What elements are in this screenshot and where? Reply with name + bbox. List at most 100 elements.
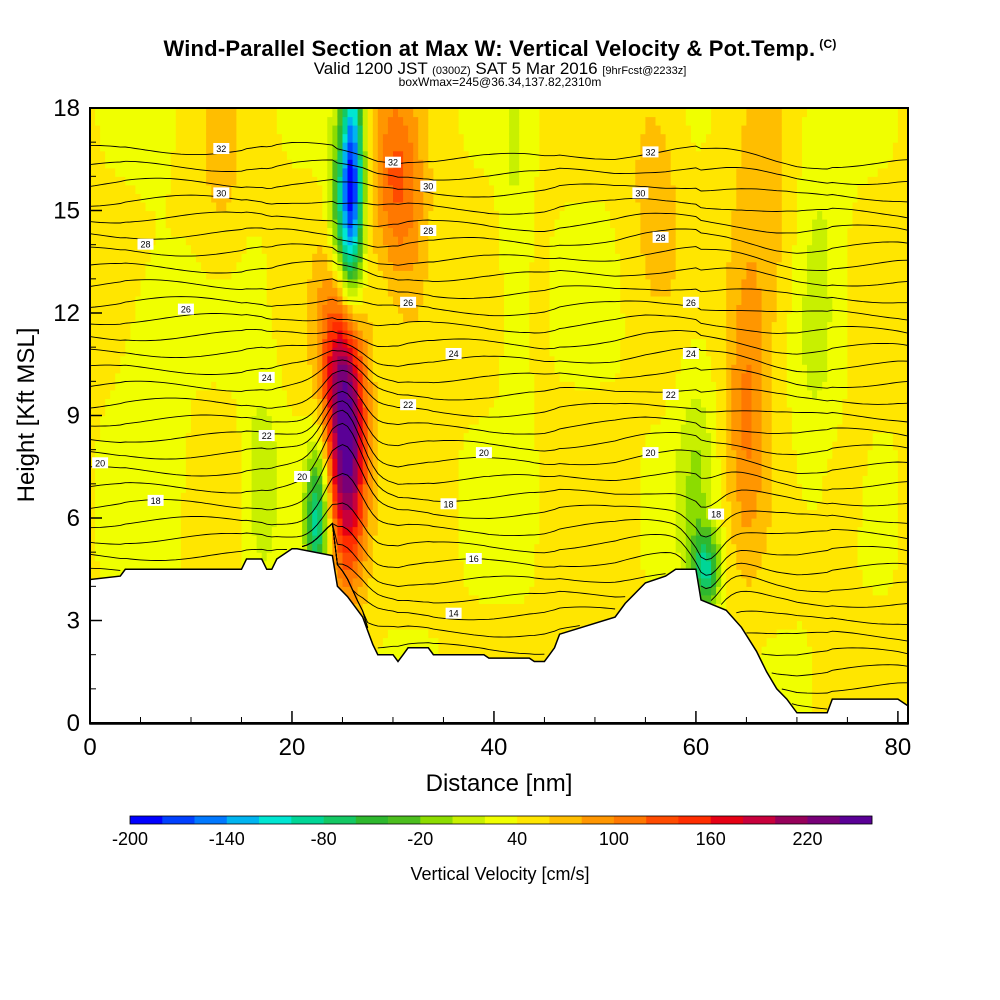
velocity-cell: [297, 441, 303, 451]
velocity-cell: [120, 295, 126, 305]
velocity-cell: [408, 202, 414, 212]
velocity-cell: [170, 304, 177, 314]
velocity-cell: [216, 355, 222, 365]
velocity-cell: [423, 116, 429, 126]
velocity-cell: [105, 372, 111, 382]
velocity-cell: [342, 458, 349, 468]
velocity-cell: [115, 108, 121, 118]
velocity-cell: [100, 398, 106, 408]
velocity-cell: [382, 176, 389, 186]
velocity-cell: [286, 355, 293, 365]
velocity-cell: [382, 526, 389, 536]
velocity-cell: [120, 261, 126, 271]
velocity-cell: [261, 159, 268, 169]
velocity-cell: [155, 552, 162, 562]
velocity-cell: [327, 475, 333, 485]
velocity-cell: [327, 142, 333, 152]
velocity-cell: [251, 449, 258, 459]
velocity-cell: [362, 518, 369, 528]
velocity-cell: [120, 184, 126, 194]
velocity-cell: [191, 227, 197, 237]
velocity-cell: [327, 133, 333, 143]
velocity-cell: [221, 441, 227, 451]
velocity-cell: [241, 227, 248, 237]
velocity-cell: [302, 159, 308, 169]
velocity-cell: [428, 236, 434, 246]
velocity-cell: [276, 535, 283, 545]
velocity-cell: [377, 432, 384, 442]
velocity-cell: [317, 372, 323, 382]
velocity-cell: [352, 492, 359, 502]
velocity-cell: [322, 543, 328, 553]
velocity-cell: [95, 560, 101, 570]
velocity-cell: [413, 620, 419, 630]
velocity-cell: [140, 415, 147, 425]
velocity-cell: [90, 184, 96, 194]
velocity-cell: [125, 176, 131, 186]
velocity-cell: [307, 150, 313, 160]
velocity-cell: [90, 142, 96, 152]
velocity-cell: [140, 278, 147, 288]
velocity-cell: [382, 193, 389, 203]
velocity-cell: [180, 415, 187, 425]
velocity-cell: [276, 295, 283, 305]
velocity-cell: [297, 227, 303, 237]
velocity-cell: [216, 407, 222, 417]
velocity-cell: [362, 261, 369, 271]
velocity-cell: [357, 492, 364, 502]
velocity-cell: [387, 313, 394, 323]
velocity-cell: [196, 338, 202, 348]
velocity-cell: [90, 338, 96, 348]
velocity-cell: [413, 236, 419, 246]
velocity-cell: [226, 381, 232, 391]
velocity-cell: [276, 389, 283, 399]
velocity-cell: [428, 483, 434, 493]
velocity-cell: [307, 441, 313, 451]
velocity-cell: [302, 432, 308, 442]
velocity-cell: [175, 167, 182, 177]
velocity-cell: [347, 586, 354, 596]
velocity-cell: [433, 270, 439, 280]
velocity-cell: [276, 321, 283, 331]
velocity-cell: [175, 202, 182, 212]
velocity-cell: [95, 424, 101, 434]
velocity-cell: [175, 219, 182, 229]
velocity-cell: [196, 347, 202, 357]
velocity-cell: [185, 364, 192, 374]
velocity-cell: [337, 287, 343, 297]
velocity-cell: [367, 381, 374, 391]
velocity-cell: [180, 355, 187, 365]
velocity-cell: [90, 347, 96, 357]
velocity-cell: [125, 526, 131, 536]
velocity-cell: [362, 603, 369, 613]
velocity-cell: [398, 594, 404, 604]
velocity-cell: [312, 244, 318, 254]
velocity-cell: [110, 518, 116, 528]
velocity-cell: [322, 219, 328, 229]
velocity-cell: [342, 586, 349, 596]
velocity-cell: [231, 492, 237, 502]
velocity-cell: [155, 381, 162, 391]
velocity-cell: [140, 295, 147, 305]
velocity-cell: [201, 321, 207, 331]
velocity-cell: [297, 202, 303, 212]
velocity-cell: [403, 526, 409, 536]
velocity-cell: [115, 432, 121, 442]
velocity-cell: [433, 142, 439, 152]
velocity-cell: [206, 552, 212, 562]
velocity-cell: [377, 637, 384, 647]
velocity-cell: [241, 372, 248, 382]
velocity-cell: [286, 313, 293, 323]
velocity-cell: [347, 330, 354, 340]
velocity-cell: [125, 552, 131, 562]
velocity-cell: [175, 398, 182, 408]
velocity-cell: [241, 535, 248, 545]
velocity-cell: [206, 150, 212, 160]
velocity-cell: [185, 330, 192, 340]
velocity-cell: [196, 526, 202, 536]
velocity-cell: [191, 560, 197, 570]
velocity-cell: [433, 535, 439, 545]
velocity-cell: [342, 552, 349, 562]
velocity-cell: [185, 270, 192, 280]
velocity-cell: [377, 219, 384, 229]
